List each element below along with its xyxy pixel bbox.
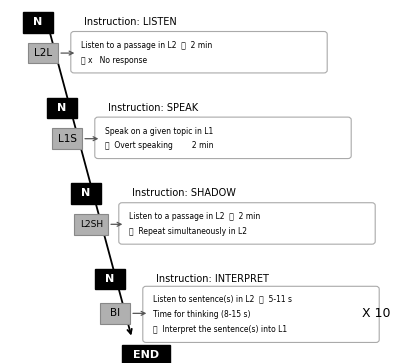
Text: Listen to sentence(s) in L2  🔊  5-11 s: Listen to sentence(s) in L2 🔊 5-11 s xyxy=(153,295,292,304)
FancyBboxPatch shape xyxy=(122,345,170,363)
Text: N: N xyxy=(105,274,115,284)
Text: N: N xyxy=(81,188,91,199)
Text: N: N xyxy=(33,17,43,27)
FancyBboxPatch shape xyxy=(143,286,379,342)
FancyBboxPatch shape xyxy=(95,269,125,289)
FancyBboxPatch shape xyxy=(71,183,101,204)
FancyBboxPatch shape xyxy=(119,203,375,244)
Text: L2L: L2L xyxy=(34,48,52,58)
Text: L2SH: L2SH xyxy=(80,220,103,229)
Text: Listen to a passage in L2  🔊  2 min: Listen to a passage in L2 🔊 2 min xyxy=(81,41,212,50)
FancyBboxPatch shape xyxy=(47,98,77,118)
Text: BI: BI xyxy=(110,308,120,318)
Text: 🔈  Overt speaking        2 min: 🔈 Overt speaking 2 min xyxy=(105,141,214,150)
Text: END: END xyxy=(133,350,159,360)
Text: Listen to a passage in L2  🔊  2 min: Listen to a passage in L2 🔊 2 min xyxy=(129,212,260,221)
Text: X 10: X 10 xyxy=(362,307,390,320)
FancyBboxPatch shape xyxy=(95,117,351,159)
Text: Instruction: SHADOW: Instruction: SHADOW xyxy=(132,188,236,199)
Text: 🔈 x   No response: 🔈 x No response xyxy=(81,56,147,65)
Text: N: N xyxy=(57,103,67,113)
FancyBboxPatch shape xyxy=(100,303,130,324)
Text: 🔈  Interpret the sentence(s) into L1: 🔈 Interpret the sentence(s) into L1 xyxy=(153,325,287,334)
Text: 🔈  Repeat simultaneously in L2: 🔈 Repeat simultaneously in L2 xyxy=(129,227,247,236)
FancyBboxPatch shape xyxy=(28,43,58,64)
Text: Instruction: INTERPRET: Instruction: INTERPRET xyxy=(156,274,269,284)
Text: Instruction: LISTEN: Instruction: LISTEN xyxy=(84,17,177,27)
Text: Instruction: SPEAK: Instruction: SPEAK xyxy=(108,103,198,113)
Text: Time for thinking (8-15 s): Time for thinking (8-15 s) xyxy=(153,310,251,319)
Text: L1S: L1S xyxy=(58,134,77,144)
FancyBboxPatch shape xyxy=(71,32,327,73)
FancyBboxPatch shape xyxy=(52,129,82,149)
FancyBboxPatch shape xyxy=(74,214,108,234)
Text: Speak on a given topic in L1: Speak on a given topic in L1 xyxy=(105,127,214,136)
FancyBboxPatch shape xyxy=(23,12,53,33)
